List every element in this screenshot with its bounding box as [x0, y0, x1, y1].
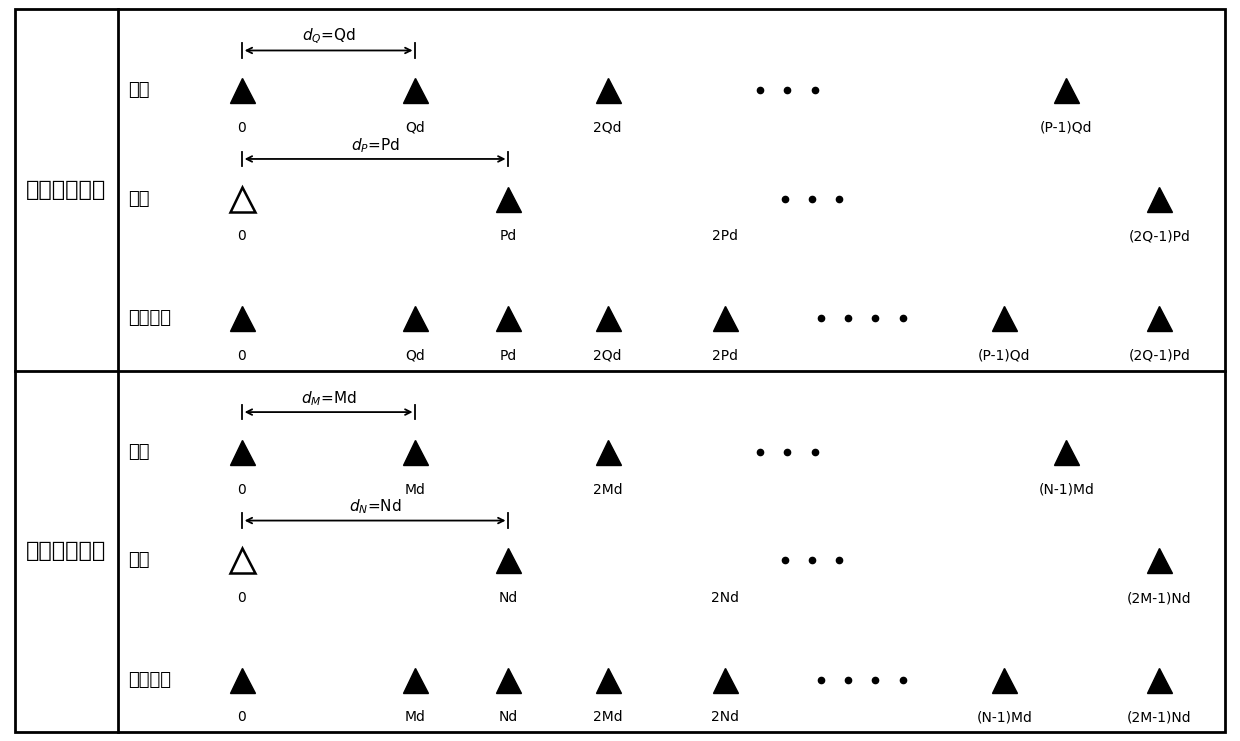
Text: 0: 0: [237, 349, 247, 363]
Text: 0: 0: [237, 230, 247, 244]
Text: 0: 0: [237, 711, 247, 725]
Text: $d_{P}$=Pd: $d_{P}$=Pd: [351, 136, 399, 155]
Text: Md: Md: [405, 711, 425, 725]
Text: 2Nd: 2Nd: [712, 711, 739, 725]
Text: 0: 0: [237, 121, 247, 135]
Text: 子阵: 子阵: [128, 190, 149, 207]
Text: 2Nd: 2Nd: [712, 591, 739, 605]
Text: (2M-1)Nd: (2M-1)Nd: [1127, 591, 1192, 605]
Text: (2Q-1)Pd: (2Q-1)Pd: [1128, 349, 1190, 363]
Text: $d_{M}$=Md: $d_{M}$=Md: [301, 389, 356, 408]
Text: 子阵: 子阵: [128, 82, 149, 99]
Text: (2M-1)Nd: (2M-1)Nd: [1127, 711, 1192, 725]
Text: Md: Md: [405, 482, 425, 496]
Text: (N-1)Md: (N-1)Md: [976, 711, 1033, 725]
Text: Qd: Qd: [405, 349, 425, 363]
Text: 子阵: 子阵: [128, 443, 149, 461]
Text: (P-1)Qd: (P-1)Qd: [978, 349, 1030, 363]
Text: 子阵: 子阵: [128, 551, 149, 569]
Text: 2Md: 2Md: [593, 482, 622, 496]
Text: (2Q-1)Pd: (2Q-1)Pd: [1128, 230, 1190, 244]
Text: 互质阵列: 互质阵列: [128, 309, 171, 327]
Text: Nd: Nd: [498, 711, 518, 725]
Text: (P-1)Qd: (P-1)Qd: [1040, 121, 1092, 135]
Text: 接收互质阵列: 接收互质阵列: [26, 542, 107, 561]
Text: 0: 0: [237, 482, 247, 496]
Text: 2Qd: 2Qd: [594, 121, 621, 135]
Text: (N-1)Md: (N-1)Md: [1038, 482, 1095, 496]
Text: Pd: Pd: [500, 230, 517, 244]
Text: Nd: Nd: [498, 591, 518, 605]
Text: $d_{Q}$=Qd: $d_{Q}$=Qd: [301, 27, 356, 46]
Text: 2Md: 2Md: [593, 711, 622, 725]
Text: 0: 0: [237, 591, 247, 605]
Text: 发射互质阵列: 发射互质阵列: [26, 180, 107, 199]
Text: 2Pd: 2Pd: [713, 349, 738, 363]
Text: $d_{N}$=Nd: $d_{N}$=Nd: [348, 497, 402, 516]
Text: Qd: Qd: [405, 121, 425, 135]
Text: 2Qd: 2Qd: [594, 349, 621, 363]
Text: 互质阵列: 互质阵列: [128, 671, 171, 688]
Text: 2Pd: 2Pd: [713, 230, 738, 244]
Text: Pd: Pd: [500, 349, 517, 363]
